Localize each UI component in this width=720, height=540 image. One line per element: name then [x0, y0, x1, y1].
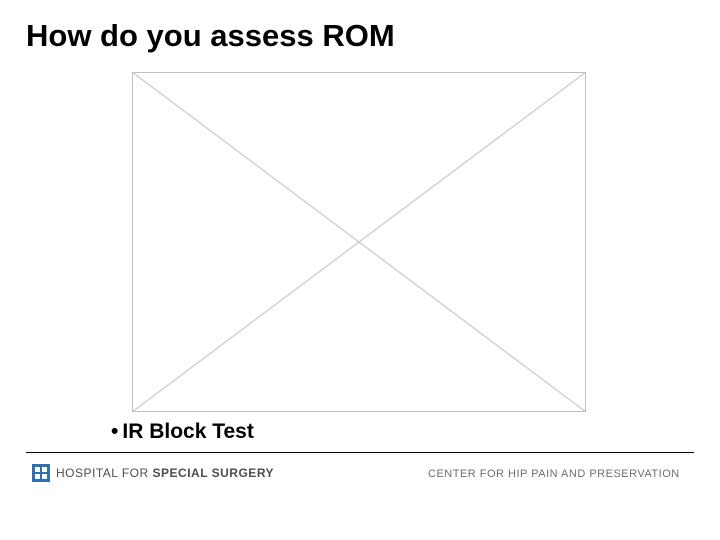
footer-left: HOSPITAL FOR SPECIAL SURGERY: [32, 464, 274, 482]
footer-right: CENTER FOR HIP PAIN AND PRESERVATION: [428, 468, 680, 480]
slide: How do you assess ROM •IR Block Test HOS…: [0, 0, 720, 540]
image-placeholder: [132, 72, 586, 412]
footer-left-light: HOSPITAL FOR: [56, 466, 153, 480]
footer-left-bold: SPECIAL SURGERY: [153, 466, 275, 480]
bullet-dot: •: [111, 420, 118, 444]
bullet-item: •IR Block Test: [111, 420, 254, 444]
hss-logo-icon: [32, 464, 50, 482]
bullet-text: IR Block Test: [122, 420, 253, 443]
slide-title: How do you assess ROM: [26, 18, 395, 54]
placeholder-svg: [132, 72, 586, 412]
hss-logo-svg: [32, 464, 50, 482]
footer-left-text: HOSPITAL FOR SPECIAL SURGERY: [56, 466, 274, 480]
footer-divider: [26, 452, 694, 453]
